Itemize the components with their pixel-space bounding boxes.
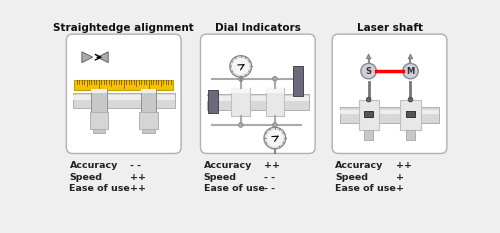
Text: Ease of use: Ease of use: [70, 184, 130, 193]
Circle shape: [408, 97, 413, 102]
Circle shape: [238, 76, 243, 81]
Bar: [232, 88, 250, 116]
Polygon shape: [82, 52, 92, 63]
Bar: [232, 88, 250, 93]
Text: - -: - -: [130, 161, 141, 170]
Bar: [72, 93, 175, 108]
Bar: [139, 112, 158, 129]
Text: M: M: [406, 67, 414, 75]
Bar: [266, 88, 284, 116]
Circle shape: [366, 97, 371, 102]
Text: - -: - -: [264, 173, 275, 182]
Bar: [340, 107, 439, 123]
Polygon shape: [366, 54, 371, 59]
Circle shape: [264, 127, 285, 149]
Polygon shape: [98, 52, 108, 63]
Bar: [72, 95, 175, 100]
Bar: [266, 88, 284, 93]
Text: Laser shaft: Laser shaft: [356, 23, 422, 33]
Circle shape: [402, 63, 418, 79]
Text: ++: ++: [396, 161, 412, 170]
Text: +: +: [396, 184, 404, 193]
Circle shape: [238, 123, 243, 127]
Circle shape: [272, 76, 277, 81]
Bar: [91, 89, 106, 112]
Text: Accuracy: Accuracy: [204, 161, 252, 170]
Bar: [406, 130, 415, 140]
Bar: [364, 130, 374, 140]
Text: Speed: Speed: [70, 173, 102, 182]
FancyBboxPatch shape: [200, 34, 315, 154]
Text: ++: ++: [130, 173, 146, 182]
Text: Straightedge alignment: Straightedge alignment: [54, 23, 194, 33]
Bar: [364, 111, 374, 117]
Circle shape: [230, 56, 252, 77]
Circle shape: [272, 123, 277, 127]
Text: Accuracy: Accuracy: [70, 161, 118, 170]
Text: Dial Indicators: Dial Indicators: [215, 23, 300, 33]
Bar: [92, 129, 105, 133]
Bar: [141, 89, 156, 93]
Bar: [400, 99, 420, 130]
Bar: [208, 90, 218, 113]
FancyBboxPatch shape: [66, 34, 181, 154]
Bar: [358, 99, 378, 130]
Text: Speed: Speed: [204, 173, 236, 182]
Circle shape: [361, 63, 376, 79]
Bar: [141, 89, 156, 112]
Text: ++: ++: [130, 184, 146, 193]
Text: S: S: [366, 67, 372, 75]
Bar: [206, 96, 309, 101]
Bar: [406, 111, 415, 117]
Text: Accuracy: Accuracy: [336, 161, 384, 170]
Text: Ease of use: Ease of use: [336, 184, 396, 193]
Bar: [294, 66, 303, 96]
Bar: [142, 129, 154, 133]
Bar: [340, 110, 439, 114]
Text: +: +: [396, 173, 404, 182]
Bar: [91, 89, 106, 93]
Text: - -: - -: [264, 184, 275, 193]
Bar: [90, 112, 108, 129]
Bar: [206, 94, 309, 110]
Text: Ease of use: Ease of use: [204, 184, 264, 193]
FancyBboxPatch shape: [332, 34, 447, 154]
Polygon shape: [408, 54, 413, 59]
Text: Speed: Speed: [336, 173, 368, 182]
Text: ++: ++: [264, 161, 280, 170]
Bar: [74, 80, 174, 90]
